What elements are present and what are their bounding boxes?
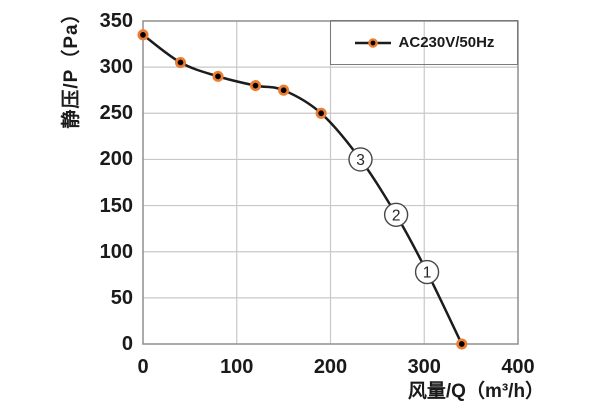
x-tick-label: 200: [313, 356, 348, 378]
data-point-marker: [249, 80, 262, 92]
y-tick-label: 200: [99, 148, 133, 171]
legend-series-marker-icon: [354, 37, 391, 48]
x-tick-label: 400: [501, 356, 535, 378]
annotation-circle: [414, 259, 440, 285]
y-tick-label: 350: [99, 10, 133, 32]
series-line: [141, 33, 463, 346]
data-point-marker: [174, 56, 187, 69]
y-tick-label: 300: [99, 56, 133, 79]
x-tick-label: 100: [220, 356, 254, 378]
y-tick-label: 250: [99, 102, 133, 125]
y-tick-label: 0: [121, 333, 133, 355]
y-axis-title: 静压/P（Pa）: [61, 3, 82, 129]
legend-series-label: AC230V/50Hz: [398, 34, 495, 51]
annotation-number: 3: [356, 152, 365, 169]
x-tick-label: 0: [137, 356, 149, 378]
data-point-marker: [456, 338, 468, 350]
data-point-marker: [137, 29, 149, 41]
annotation-circle: [383, 202, 409, 228]
annotation-number: 1: [423, 265, 432, 282]
data-point-marker: [315, 107, 327, 119]
annotation-circle: [348, 147, 373, 172]
y-tick-label: 150: [99, 194, 133, 217]
data-point-marker: [212, 70, 224, 82]
y-tick-label: 100: [99, 240, 133, 263]
x-tick-label: 300: [407, 356, 441, 378]
data-point-marker: [278, 84, 290, 96]
legend: AC230V/50Hz: [330, 20, 518, 65]
annotation-number: 2: [392, 207, 401, 224]
y-tick-label: 50: [110, 286, 133, 309]
x-axis-title: 风量/Q（m³/h）: [407, 381, 545, 402]
